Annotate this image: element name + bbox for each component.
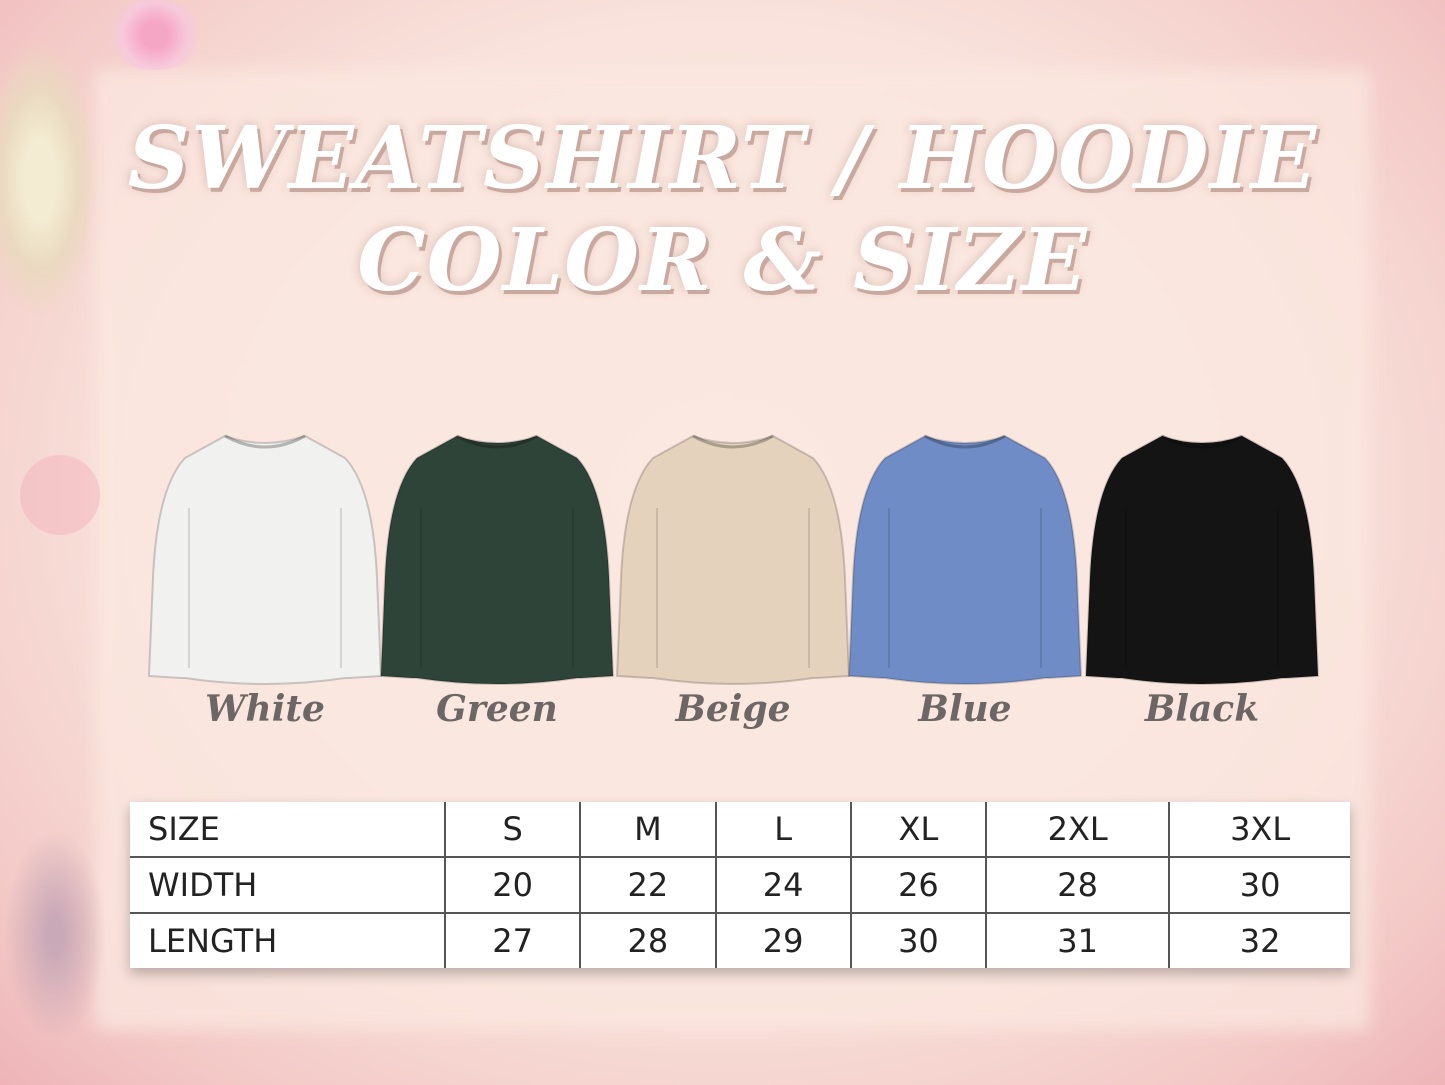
table-row-length: LENGTH 27 28 29 30 31 32 <box>130 912 1350 968</box>
title-line-1: SWEATSHIRT / HOODIE <box>127 108 1318 209</box>
table-cell: 28 <box>579 912 716 968</box>
table-cell: 31 <box>985 912 1170 968</box>
row-label: WIDTH <box>130 856 445 913</box>
flower-decoration <box>100 0 210 70</box>
color-label: White <box>205 688 325 730</box>
sweatshirt-white <box>145 428 385 690</box>
table-cell: 28 <box>985 856 1170 913</box>
row-label: LENGTH <box>130 912 445 968</box>
color-label: Beige <box>675 688 791 730</box>
color-label: Blue <box>918 688 1012 730</box>
table-cell: 22 <box>579 856 716 913</box>
header-cell: M <box>579 802 716 857</box>
sweatshirt-blue <box>845 428 1085 690</box>
table-cell: 30 <box>1168 856 1350 913</box>
color-label: Black <box>1144 688 1260 730</box>
title-line-2: COLOR & SIZE <box>357 210 1088 311</box>
table-row-width: WIDTH 20 22 24 26 28 30 <box>130 856 1350 913</box>
color-label: Green <box>436 688 558 730</box>
button-decoration <box>20 455 100 535</box>
table-cell: 20 <box>443 856 581 913</box>
table-cell: 24 <box>714 856 851 913</box>
header-cell: XL <box>849 802 987 857</box>
size-table: SIZE S M L XL 2XL 3XL WIDTH 20 22 24 26 … <box>130 802 1350 968</box>
header-cell: SIZE <box>148 810 220 848</box>
header-cell: L <box>714 802 851 857</box>
table-cell: 26 <box>849 856 987 913</box>
flower-decoration <box>0 40 100 320</box>
header-cell: 3XL <box>1168 802 1350 857</box>
table-cell: 27 <box>443 912 581 968</box>
header-cell: S <box>443 802 581 857</box>
sweatshirt-green <box>377 428 617 690</box>
table-header-row: SIZE S M L XL 2XL 3XL <box>130 802 1350 857</box>
table-cell: 30 <box>849 912 987 968</box>
table-cell: 32 <box>1168 912 1350 968</box>
leaf-decoration <box>0 820 110 1050</box>
table-cell: 29 <box>714 912 851 968</box>
sweatshirt-beige <box>613 428 853 690</box>
header-cell: 2XL <box>985 802 1170 857</box>
sweatshirt-black <box>1082 428 1322 690</box>
